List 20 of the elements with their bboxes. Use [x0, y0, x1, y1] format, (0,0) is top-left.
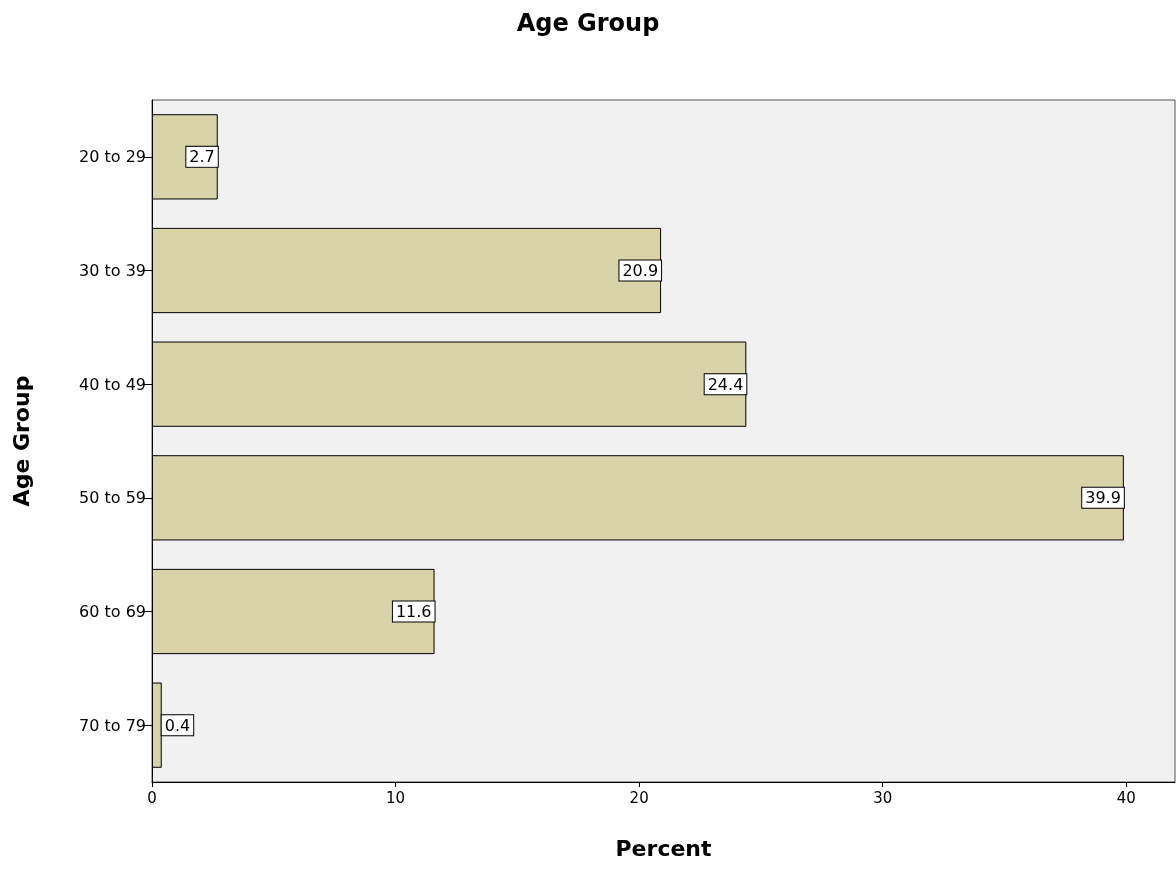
y-tick-label: 60 to 69 — [79, 602, 146, 621]
y-tick-label: 70 to 79 — [79, 715, 146, 735]
y-axis-title: Age Group — [8, 375, 34, 507]
data-label: 11.6 — [395, 602, 432, 621]
data-label: 2.7 — [189, 147, 215, 167]
data-label: 24.4 — [707, 374, 744, 394]
x-tick-label: 10 — [386, 788, 406, 807]
x-axis-title: Percent — [615, 835, 712, 861]
y-tick-label: 50 to 59 — [79, 488, 146, 508]
y-tick-label: 30 to 39 — [79, 261, 146, 280]
data-label: 0.4 — [164, 715, 191, 735]
x-tick-label: 0 — [147, 788, 157, 807]
y-tick-label: 20 to 29 — [79, 147, 146, 167]
x-tick-label: 30 — [873, 788, 893, 807]
x-tick-label: 20 — [629, 788, 649, 807]
y-tick-label: 40 to 49 — [79, 374, 146, 394]
chart-title: Age Group — [516, 9, 660, 37]
data-label: 20.9 — [622, 261, 659, 280]
x-tick-label: 40 — [1116, 788, 1136, 807]
data-label: 39.9 — [1085, 488, 1121, 508]
